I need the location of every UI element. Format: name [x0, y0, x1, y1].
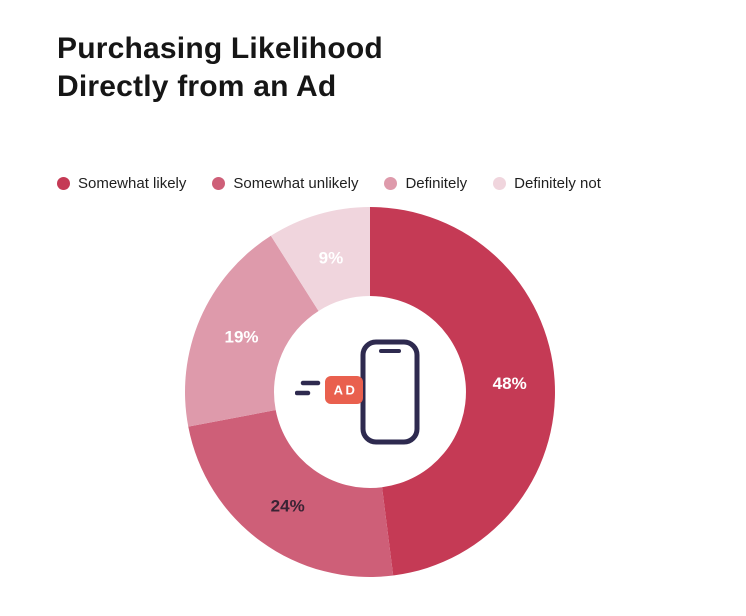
chart-legend: Somewhat likely Somewhat unlikely Defini… [57, 175, 601, 192]
page-title-line1: Purchasing Likelihood [57, 32, 383, 65]
slice-percentage-label: 24% [271, 496, 305, 515]
legend-item-somewhat-likely: Somewhat likely [57, 175, 186, 192]
page-title-line2: Directly from an Ad [57, 70, 337, 104]
legend-label: Somewhat likely [78, 175, 187, 192]
slice-percentage-label: 48% [493, 374, 527, 393]
donut-chart: 48% 24% 19% 9% [180, 202, 560, 582]
legend-label: Definitely not [514, 175, 601, 192]
legend-item-definitely-not: Definitely not [493, 175, 601, 192]
legend-dot-icon [384, 177, 398, 190]
legend-label: Definitely [405, 175, 468, 192]
slice-percentage-label: 9% [319, 249, 344, 268]
legend-dot-icon [493, 177, 507, 190]
donut-slice-somewhat-unlikely [188, 409, 394, 577]
donut-chart-svg: 48% 24% 19% 9% [185, 207, 555, 577]
legend-label: Somewhat unlikely [233, 175, 359, 192]
slice-percentage-label: 19% [224, 327, 258, 346]
legend-dot-icon [57, 177, 70, 190]
donut-slice-definitely-not [270, 207, 370, 311]
legend-item-definitely: Definitely [384, 175, 467, 192]
legend-dot-icon [212, 177, 226, 190]
legend-item-somewhat-unlikely: Somewhat unlikely [212, 175, 358, 192]
page-title: Purchasing Likelihood Directly from an A… [57, 30, 383, 106]
donut-slice-somewhat-likely [370, 207, 555, 576]
donut-slice-definitely [185, 235, 319, 427]
